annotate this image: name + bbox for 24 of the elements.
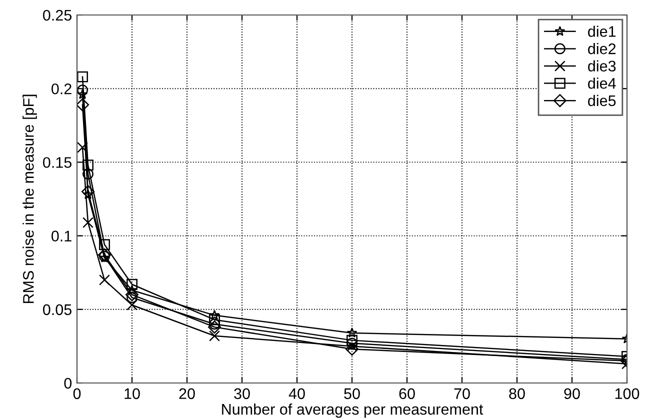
x-tick-label: 60 [399, 388, 415, 400]
x-tick-label: 80 [509, 388, 525, 400]
x-tick-label: 100 [615, 388, 640, 400]
legend-label: die3 [588, 60, 616, 72]
legend-label: die1 [588, 26, 616, 37]
x-axis-title: Number of averages per measurement [222, 403, 484, 418]
x-tick-label: 70 [454, 388, 470, 400]
y-tick-label: 0.25 [43, 10, 72, 21]
y-axis-title: RMS noise in the measure [pF] [22, 94, 37, 304]
x-tick-label: 50 [344, 388, 360, 400]
y-tick-label: 0.15 [43, 157, 72, 168]
y-tick-label: 0.1 [52, 230, 72, 242]
x-tick-label: 0 [73, 388, 81, 400]
x-tick-label: 40 [288, 388, 305, 400]
x-tick-label: 90 [564, 388, 580, 400]
legend-label: die2 [588, 42, 616, 54]
legend-label: die4 [588, 78, 616, 89]
x-tick-label: 10 [124, 388, 140, 400]
y-tick-label: 0 [64, 378, 72, 389]
x-tick-label: 30 [234, 388, 250, 400]
x-tick-label: 20 [179, 388, 195, 400]
y-tick-label: 0.05 [43, 304, 72, 316]
legend-label: die5 [588, 94, 616, 106]
y-tick-label: 0.2 [52, 83, 72, 94]
